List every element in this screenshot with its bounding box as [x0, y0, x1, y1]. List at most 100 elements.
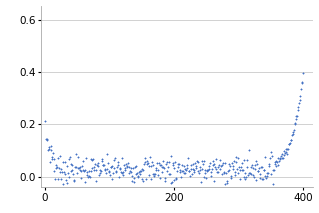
Point	[93, 169, 98, 172]
Point	[220, 161, 226, 165]
Point	[294, 114, 300, 118]
Point	[138, 173, 143, 176]
Point	[191, 168, 197, 172]
Point	[198, 180, 204, 183]
Point	[149, 160, 154, 164]
Point	[137, 171, 142, 174]
Point	[47, 161, 52, 164]
Point	[249, 165, 254, 169]
Point	[118, 167, 123, 171]
Point	[85, 173, 90, 177]
Point	[297, 99, 302, 102]
Point	[128, 171, 133, 174]
Point	[250, 166, 255, 169]
Point	[160, 166, 165, 169]
Point	[294, 115, 299, 118]
Point	[132, 165, 137, 168]
Point	[286, 142, 291, 145]
Point	[48, 144, 53, 147]
Point	[112, 166, 117, 170]
Point	[154, 168, 159, 171]
Point	[161, 159, 166, 163]
Point	[206, 164, 211, 168]
Point	[236, 171, 241, 175]
Point	[210, 163, 215, 167]
Point	[74, 166, 79, 169]
Point	[300, 72, 306, 75]
Point	[89, 167, 94, 170]
Point	[285, 147, 290, 150]
Point	[226, 169, 231, 172]
Point	[115, 160, 120, 164]
Point	[142, 160, 147, 164]
Point	[284, 153, 289, 156]
Point	[102, 167, 107, 171]
Point	[119, 172, 124, 175]
Point	[151, 174, 156, 178]
Point	[76, 166, 81, 169]
Point	[123, 162, 129, 166]
Point	[273, 160, 278, 163]
Point	[289, 139, 294, 142]
Point	[141, 169, 146, 172]
Point	[198, 168, 203, 172]
Point	[116, 164, 121, 167]
Point	[168, 181, 173, 184]
Point	[262, 168, 267, 172]
Point	[247, 149, 252, 152]
Point	[183, 169, 189, 172]
Point	[229, 176, 234, 180]
Point	[109, 177, 115, 180]
Point	[277, 156, 282, 160]
Point	[122, 167, 127, 170]
Point	[43, 119, 48, 123]
Point	[214, 171, 219, 174]
Point	[238, 178, 243, 181]
Point	[178, 168, 183, 172]
Point	[189, 163, 194, 166]
Point	[268, 172, 273, 176]
Point	[120, 156, 125, 159]
Point	[134, 164, 139, 167]
Point	[152, 173, 157, 176]
Point	[91, 169, 96, 172]
Point	[148, 177, 153, 181]
Point	[281, 153, 286, 156]
Point	[280, 156, 285, 160]
Point	[60, 182, 65, 186]
Point	[293, 118, 298, 121]
Point	[186, 169, 191, 172]
Point	[236, 165, 241, 169]
Point	[70, 164, 75, 167]
Point	[155, 174, 160, 177]
Point	[139, 177, 144, 181]
Point	[152, 173, 158, 176]
Point	[120, 170, 125, 173]
Point	[231, 168, 236, 171]
Point	[195, 160, 200, 163]
Point	[171, 166, 176, 170]
Point	[123, 168, 128, 171]
Point	[175, 162, 180, 166]
Point	[108, 165, 113, 168]
Point	[297, 101, 302, 105]
Point	[253, 178, 258, 181]
Point	[299, 88, 304, 91]
Point	[262, 156, 267, 159]
Point	[52, 169, 57, 172]
Point	[197, 166, 202, 169]
Point	[162, 180, 167, 183]
Point	[133, 172, 138, 176]
Point	[166, 166, 171, 169]
Point	[114, 169, 119, 173]
Point	[295, 108, 300, 111]
Point	[248, 172, 253, 176]
Point	[208, 170, 213, 174]
Point	[94, 163, 100, 167]
Point	[269, 150, 274, 154]
Point	[193, 161, 198, 164]
Point	[106, 170, 111, 173]
Point	[129, 166, 134, 169]
Point	[129, 174, 134, 178]
Point	[185, 156, 190, 159]
